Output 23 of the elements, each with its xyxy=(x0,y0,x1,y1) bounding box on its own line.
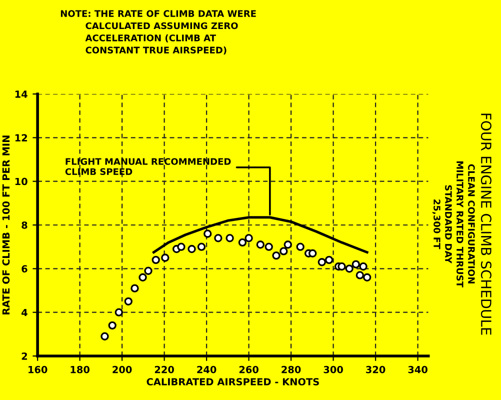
x-tick-label: 320 xyxy=(366,366,386,374)
x-tick-label: 200 xyxy=(112,366,132,374)
y-tick-label: 8 xyxy=(22,221,28,229)
x-tick-label: 300 xyxy=(324,366,343,374)
y-tick-label: 2 xyxy=(22,352,28,360)
x-tick-label: 220 xyxy=(154,366,174,374)
annotation: FLIGHT MANUAL RECOMMENDED CLIMB SPEED xyxy=(65,158,231,176)
y-tick-label: 12 xyxy=(15,134,28,142)
x-tick-label: 280 xyxy=(282,366,301,374)
x-tick-label: 240 xyxy=(197,366,216,374)
y-tick-label: 6 xyxy=(22,265,28,272)
y-tick-label: 14 xyxy=(15,90,28,98)
y-tick-label: 4 xyxy=(22,308,28,316)
x-tick-label: 260 xyxy=(239,366,258,374)
y-axis-title: RATE OF CLIMB - 100 FT PER MIN xyxy=(2,136,10,314)
x-tick-label: 340 xyxy=(408,366,428,374)
x-tick-label: 180 xyxy=(70,366,90,374)
y-tick-label: 10 xyxy=(15,178,28,186)
x-tick-label: 160 xyxy=(28,366,48,374)
text: FOUR ENGINE CLIMB SCHEDULE xyxy=(480,114,492,335)
x-axis-title: CALIBRATED AIRSPEED - KNOTS xyxy=(146,378,319,386)
text: NOTE: THE RATE OF CLIMB DATA WERE CALCULATED ASSUMING ZERO ACCELERATION (CLIMB AT CONSTANT TRUE AIRSPEED) xyxy=(60,10,256,55)
text: CLEAN CONFIGURATION MILITARY RATED THRUST STANDARD DAY 25,300 FT xyxy=(432,161,475,288)
